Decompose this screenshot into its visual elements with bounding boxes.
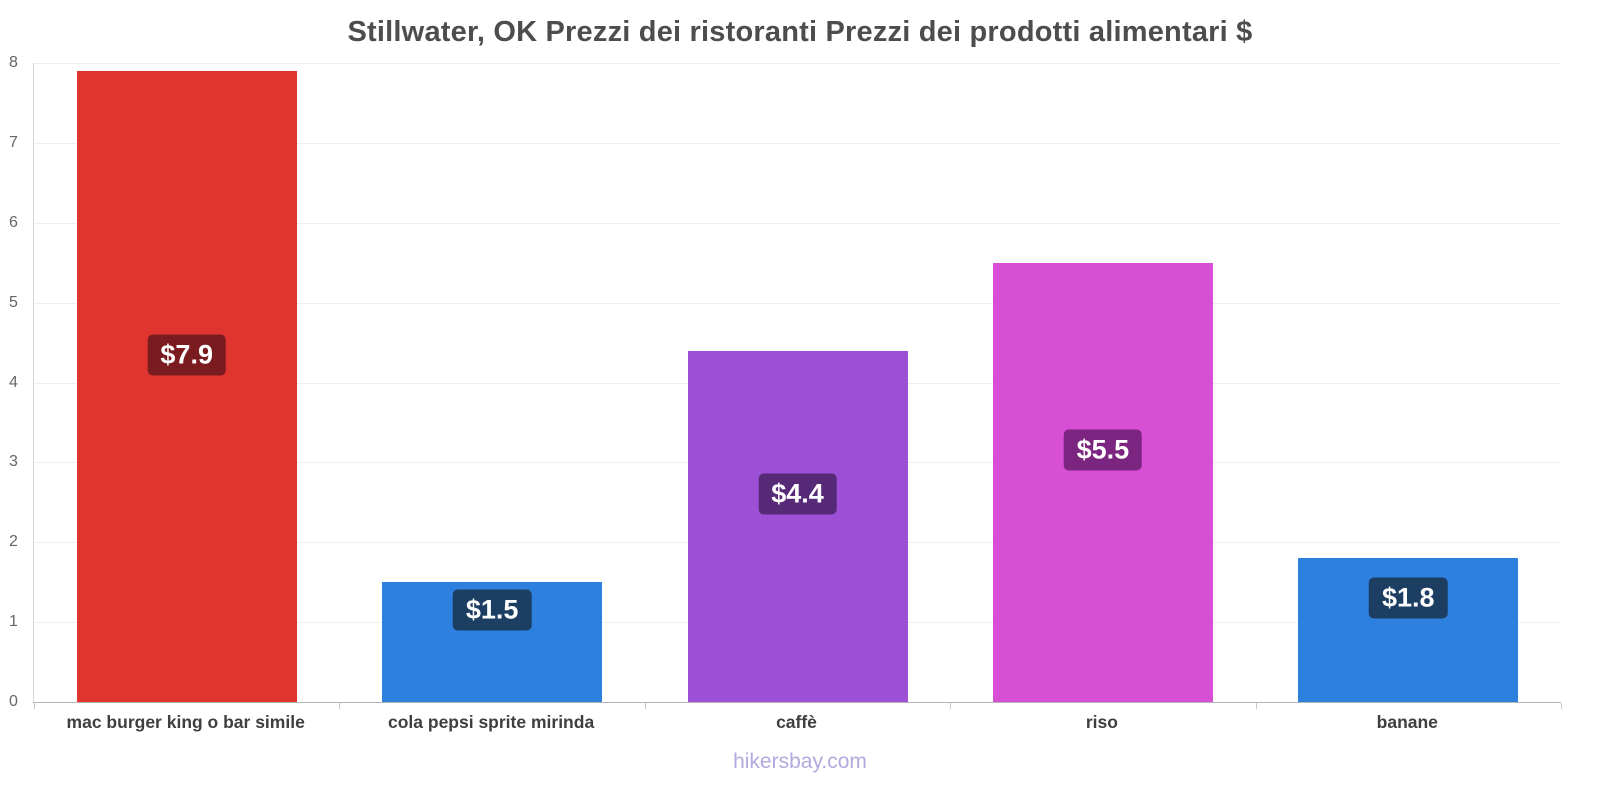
plot-area: 0 1 2 3 4 5 6 7 8 $7.9 $1.5 $4.4 $5.5 $1.8 [9, 54, 1562, 710]
y-tick-label: 1 [9, 613, 18, 631]
bar-value-label: $7.9 [147, 334, 226, 375]
category-label: cola pepsi sprite mirinda [388, 712, 595, 732]
chart-title: Stillwater, OK Prezzi dei ristoranti Pre… [347, 16, 1253, 48]
bar-value-label: $1.8 [1369, 577, 1448, 619]
bar-5: $1.8 [1298, 558, 1519, 702]
y-tick-label: 5 [9, 293, 18, 311]
x-tick-mark [1561, 703, 1562, 709]
category-label: mac burger king o bar simile [66, 712, 305, 732]
x-tick-mark [644, 703, 646, 709]
bar-2: $1.5 [382, 582, 603, 702]
gridline [34, 222, 1561, 224]
bar-1: $7.9 [76, 71, 297, 702]
bar-4: $5.5 [992, 262, 1213, 702]
bar-3: $4.4 [687, 350, 908, 702]
gridline [34, 63, 1561, 64]
y-tick-label: 7 [9, 133, 18, 151]
x-tick-mark [1255, 703, 1257, 709]
y-tick-label: 8 [9, 54, 18, 71]
category-label: riso [1085, 712, 1118, 732]
bar-value-label: $4.4 [758, 473, 837, 515]
x-tick-mark [34, 703, 35, 709]
x-tick-mark [950, 703, 952, 709]
y-tick-label: 4 [9, 373, 18, 391]
gridline [34, 142, 1561, 144]
x-axis-category-labels: mac burger king o bar simile cola pepsi s… [33, 712, 1560, 738]
gridline [34, 302, 1561, 304]
bar-value-label: $5.5 [1063, 429, 1143, 471]
bar-value-label: $1.5 [452, 589, 532, 631]
y-tick-label: 6 [9, 213, 18, 231]
category-label: caffè [776, 712, 817, 732]
footer-link[interactable]: hikersbay.com [733, 750, 867, 773]
y-tick-label: 2 [9, 533, 18, 551]
x-tick-mark [339, 703, 341, 709]
category-label: banane [1376, 712, 1438, 732]
y-tick-label: 3 [9, 453, 18, 471]
y-tick-label: 0 [9, 693, 18, 710]
